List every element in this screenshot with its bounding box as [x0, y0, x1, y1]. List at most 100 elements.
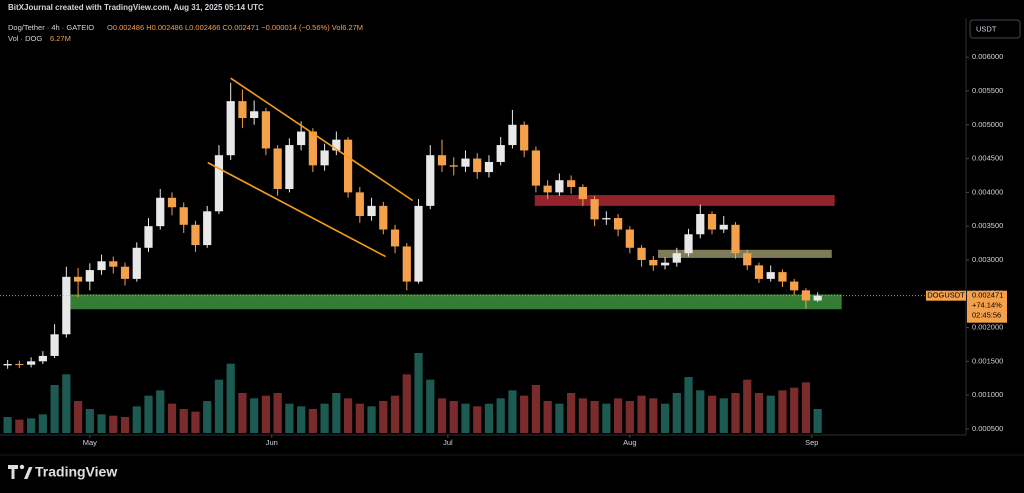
volume-bar: [343, 398, 353, 433]
logo-mark: [8, 465, 18, 479]
volume-bar: [390, 395, 400, 433]
candle-body: [754, 265, 764, 279]
candle-body: [179, 207, 188, 225]
volume-bar: [754, 393, 764, 433]
symbol-tag-label: DOGUSDT: [927, 291, 965, 300]
candle-body: [696, 213, 705, 235]
y-tick-label: 0.006000: [972, 52, 1003, 61]
volume-bar: [97, 414, 106, 433]
candle-body: [73, 276, 83, 282]
y-tick-label: 0.005000: [972, 120, 1003, 129]
logo-slash: [24, 467, 33, 479]
volume-bar: [484, 403, 494, 433]
candle-body: [778, 272, 787, 282]
y-tick-label: 0.004000: [972, 187, 1003, 196]
brand-logo: [8, 464, 33, 479]
volume-bar: [120, 417, 130, 433]
volume-bar: [613, 398, 623, 433]
candle-body: [367, 205, 376, 217]
volume-bar: [473, 406, 482, 433]
volume-bar: [144, 395, 153, 433]
candle-body: [120, 266, 130, 279]
candle-body: [508, 124, 517, 146]
candle-body: [426, 155, 435, 206]
candle-body: [731, 224, 740, 254]
volume-bar: [50, 385, 59, 433]
volume-bar: [555, 403, 564, 433]
volume-bar: [449, 401, 458, 433]
candle-body: [473, 158, 482, 173]
candle-body: [320, 150, 329, 166]
volume-bar: [437, 398, 447, 433]
price-tag-change: +74.14%: [972, 301, 1002, 310]
volume-bar: [355, 403, 364, 433]
candle-body: [156, 197, 165, 227]
volume-value: 6.27M: [50, 34, 71, 43]
candle-body: [602, 218, 611, 220]
candle-body: [226, 101, 235, 156]
candle-body: [3, 364, 12, 366]
volume-bar: [367, 406, 376, 433]
price-tag-value: 0.002471: [972, 291, 1003, 300]
y-tick-label: 0.005500: [972, 86, 1003, 95]
volume-bar: [778, 390, 787, 433]
candle-body: [343, 139, 353, 193]
volume-bar: [684, 377, 693, 433]
volume-bar: [250, 398, 259, 433]
volume-bar: [402, 374, 411, 433]
volume-bar: [62, 374, 71, 433]
volume-bar: [132, 406, 141, 433]
volume-label: Vol · DOG: [8, 34, 42, 43]
volume-bar: [273, 393, 282, 433]
volume-bar: [743, 379, 752, 433]
candle-body: [144, 226, 153, 248]
candle-body: [414, 205, 423, 282]
candle-body: [167, 197, 177, 208]
volume-bar: [308, 409, 317, 433]
volume-bar: [578, 398, 587, 433]
candle-body: [567, 180, 576, 187]
volume-bar: [766, 395, 775, 433]
volume-bar: [191, 411, 200, 433]
credit: BitXJournal created with TradingView.com…: [8, 3, 264, 12]
y-tick-label: 0.000500: [972, 424, 1003, 433]
candle-body: [520, 124, 529, 151]
candle-body: [449, 165, 458, 167]
candle-body: [813, 295, 822, 301]
candle-body: [38, 355, 47, 362]
volume-bar: [297, 406, 306, 433]
volume-bar: [801, 382, 811, 433]
volume-bar: [625, 401, 634, 433]
volume-bar: [85, 409, 94, 433]
currency-button-label[interactable]: USDT: [976, 24, 997, 33]
candle-body: [637, 247, 646, 260]
volume-bar: [156, 390, 165, 433]
volume-bar: [379, 401, 388, 433]
volume-bar: [813, 409, 822, 433]
y-tick-label: 0.004500: [972, 154, 1003, 163]
zone: [66, 294, 842, 310]
volume-bar: [637, 395, 646, 433]
candle-body: [379, 205, 388, 230]
candle-body: [649, 259, 658, 266]
currency-button[interactable]: [969, 19, 1021, 39]
price-tag-countdown: 02:45:56: [972, 311, 1001, 320]
y-tick-label: 0.003500: [972, 221, 1003, 230]
volume-bar: [320, 403, 329, 433]
candle-body: [250, 111, 259, 119]
candle-body: [308, 131, 317, 166]
candle-body: [790, 281, 799, 291]
volume-bar: [707, 395, 717, 433]
volume-bar: [109, 415, 118, 433]
candle-body: [613, 218, 623, 230]
candle-body: [214, 155, 224, 212]
candle-body: [437, 155, 447, 166]
volume-bar: [73, 401, 83, 433]
candle-body: [496, 145, 505, 162]
volume-bar: [238, 393, 247, 433]
x-tick-label: Jun: [266, 438, 278, 447]
volume-bar: [285, 403, 294, 433]
volume-bar: [203, 401, 212, 433]
brand: TradingView: [35, 464, 117, 480]
candle-body: [707, 213, 717, 230]
